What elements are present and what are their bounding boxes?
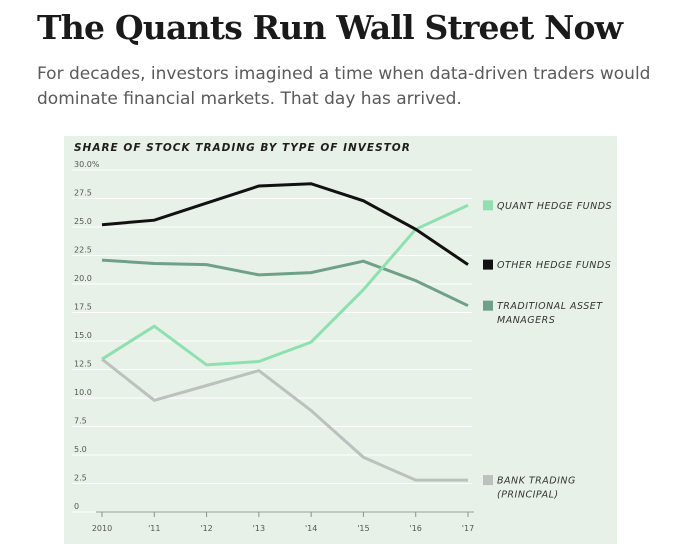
x-tick-label: '14 [305, 524, 317, 533]
y-tick-label: 0 [74, 502, 79, 511]
chart-title: SHARE OF STOCK TRADING BY TYPE OF INVEST… [74, 142, 411, 154]
legend-swatch-traditional-asset-managers [483, 300, 493, 311]
legend-label-quant-hedge-funds: QUANT HEDGE FUNDS [497, 201, 612, 212]
y-tick-label: 17.5 [74, 303, 92, 312]
y-tick-label: 2.5 [74, 474, 87, 483]
legend-label-bank-trading-principal: (PRINCIPAL) [497, 490, 559, 501]
legend-label-traditional-asset-managers: TRADITIONAL ASSET [497, 301, 603, 312]
x-tick-label: '12 [200, 524, 212, 533]
legend-label-other-hedge-funds: OTHER HEDGE FUNDS [497, 260, 611, 271]
y-tick-label: 15.0 [74, 331, 92, 340]
dek: For decades, investors imagined a time w… [37, 64, 651, 109]
y-tick-label: 20.0 [74, 274, 92, 283]
series-line-other-hedge-funds [101, 182, 469, 266]
y-tick-label: 25.0 [74, 217, 92, 226]
x-tick-label: '15 [357, 524, 369, 533]
x-tick-label: '17 [462, 524, 474, 533]
x-tick-label: '16 [410, 524, 422, 533]
legend-label-traditional-asset-managers: MANAGERS [497, 315, 555, 326]
line-chart: SHARE OF STOCK TRADING BY TYPE OF INVEST… [72, 142, 612, 533]
series-line-quant-hedge-funds [101, 203, 469, 367]
x-tick-label: 2010 [92, 524, 112, 533]
y-tick-label: 30.0% [74, 160, 100, 169]
y-tick-label: 5.0 [74, 445, 87, 454]
x-tick-label: '11 [148, 524, 160, 533]
legend-label-bank-trading-principal: BANK TRADING [497, 476, 576, 487]
y-tick-label: 7.5 [74, 417, 87, 426]
x-tick-label: '13 [253, 524, 265, 533]
legend-swatch-other-hedge-funds [483, 259, 493, 270]
y-tick-label: 22.5 [74, 246, 92, 255]
y-tick-label: 27.5 [74, 189, 92, 198]
chart-panel: SHARE OF STOCK TRADING BY TYPE OF INVEST… [64, 136, 617, 544]
legend-swatch-bank-trading-principal [483, 475, 493, 486]
headline: The Quants Run Wall Street Now [37, 8, 623, 47]
y-tick-label: 12.5 [74, 360, 92, 369]
legend-swatch-quant-hedge-funds [483, 200, 493, 211]
series-line-traditional-asset-managers [101, 258, 469, 308]
series-line-bank-trading-principal [101, 358, 468, 482]
y-tick-label: 10.0 [74, 388, 92, 397]
